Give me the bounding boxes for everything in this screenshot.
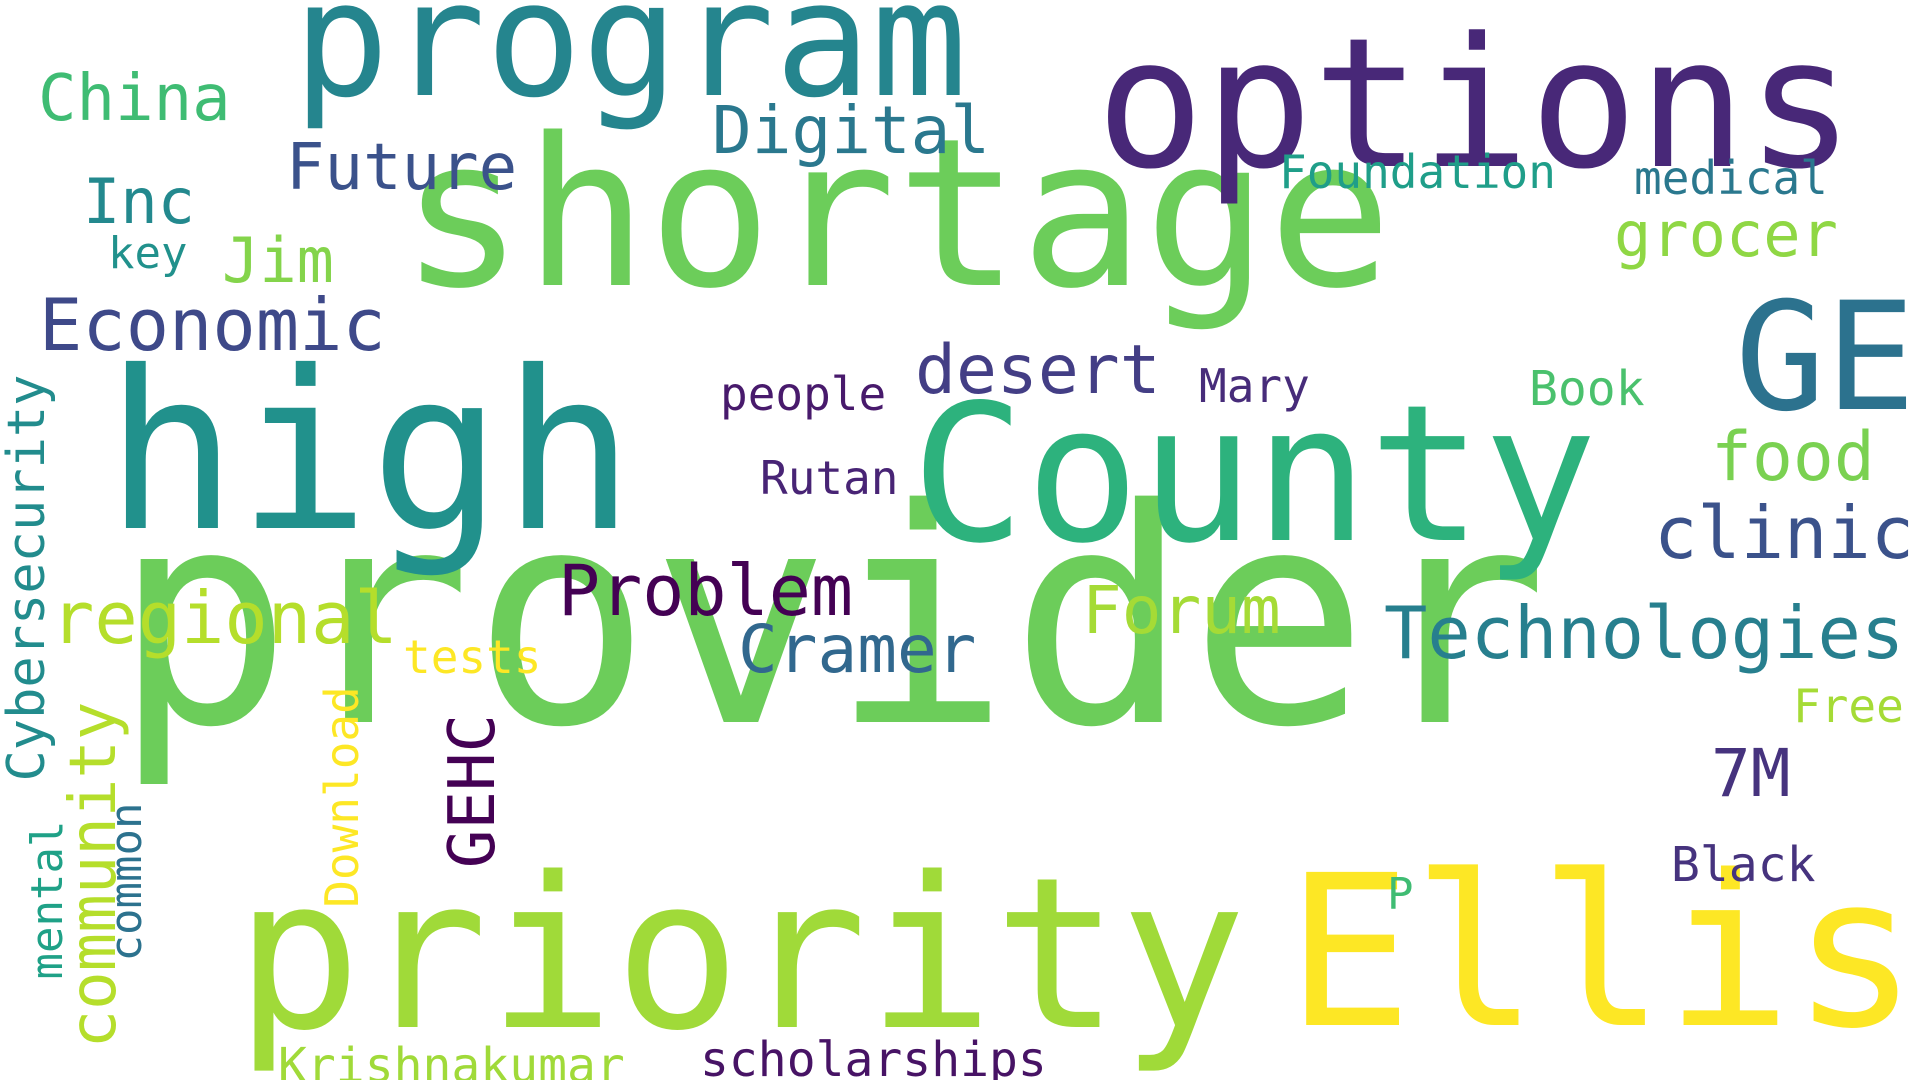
word-p: P [1387, 869, 1414, 920]
word-tests: tests [403, 630, 542, 684]
word-china: China [38, 62, 231, 136]
word-economic: Economic [39, 283, 386, 367]
word-free: Free [1793, 679, 1904, 733]
word-digital: Digital [712, 92, 991, 169]
word-download: Download [315, 686, 369, 908]
word-7m: 7M [1711, 735, 1791, 812]
word-desert: desert [915, 331, 1161, 410]
word-high: high [105, 324, 635, 580]
word-jim: Jim [222, 224, 334, 297]
word-provider: provider [113, 446, 1549, 793]
word-program: program [293, 0, 968, 133]
word-ellis: Ellis [1286, 830, 1919, 1075]
word-mental: mental [22, 820, 73, 979]
word-forum: Forum [1082, 572, 1281, 649]
word-mary: Mary [1199, 359, 1310, 413]
word-common: common [101, 802, 152, 962]
word-scholarships: scholarships [700, 1032, 1047, 1080]
word-clinic: clinic [1654, 491, 1915, 575]
word-county: County [911, 364, 1598, 585]
word-cybersecurity: Cybersecurity [0, 374, 57, 782]
word-technologies: Technologies [1384, 591, 1905, 675]
word-foundation: Foundation [1279, 145, 1556, 199]
word-medical: medical [1634, 151, 1828, 205]
word-grocer: grocer [1614, 198, 1838, 271]
word-people: people [720, 367, 887, 421]
word-food: food [1711, 418, 1875, 497]
word-gehc-box: GEHC [436, 682, 510, 900]
word-shortage: shortage [400, 94, 1393, 334]
word-rutan: Rutan [760, 451, 899, 505]
word-common-box: common [101, 794, 152, 970]
word-cramer: Cramer [738, 611, 977, 688]
word-priority: priority [235, 832, 1247, 1077]
word-key: key [108, 228, 188, 279]
word-inc: Inc [83, 165, 195, 238]
word-book: Book [1529, 361, 1645, 417]
word-ge: GE [1735, 271, 1916, 445]
word-mental-box: mental [22, 808, 73, 991]
word-black: Black [1671, 837, 1816, 893]
word-cybersecurity-box: Cybersecurity [0, 374, 57, 782]
word-download-box: Download [315, 670, 369, 924]
word-krishnakumar: Krishnakumar [278, 1038, 625, 1080]
word-options: options [1096, 0, 1855, 209]
word-problem: Problem [558, 550, 854, 632]
word-regional: regional [51, 576, 398, 660]
word-future: Future [286, 131, 518, 205]
word-gehc: GEHC [436, 713, 510, 869]
